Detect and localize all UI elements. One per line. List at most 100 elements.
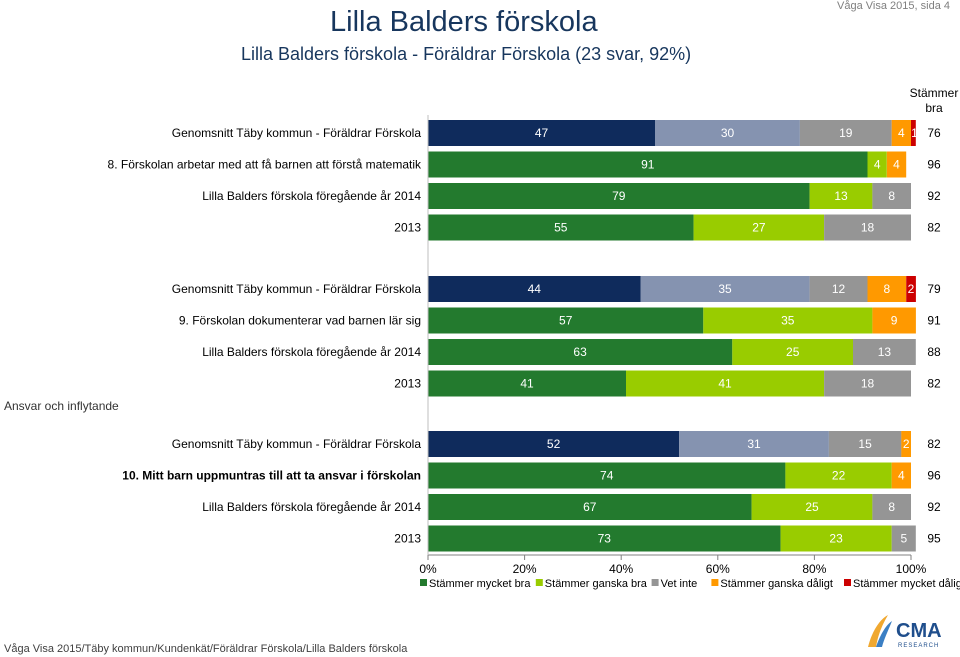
row-label: Lilla Balders förskola föregående år 201…: [202, 189, 421, 203]
stammer-bra-value: 79: [927, 282, 941, 296]
data-label: 9: [891, 314, 898, 328]
bar-segment-mycket-bra: [428, 339, 733, 365]
legend-label: Stämmer ganska bra: [545, 578, 648, 590]
data-label: 35: [781, 314, 795, 328]
x-tick-label: 60%: [706, 562, 730, 576]
legend-label: Vet inte: [661, 578, 698, 590]
data-label: 0: [916, 532, 923, 546]
data-label: 4: [898, 469, 905, 483]
legend-swatch: [711, 579, 719, 586]
data-label: 18: [861, 221, 875, 235]
data-label: 27: [752, 221, 766, 235]
data-label: 63: [573, 345, 587, 359]
data-label: 31: [747, 437, 761, 451]
bar-segment-ganska-bra: [626, 370, 824, 397]
data-label: 12: [832, 282, 846, 296]
bar-segment-vet-inte: [828, 431, 902, 457]
row-label: Lilla Balders förskola föregående år 201…: [202, 500, 421, 514]
bar-segment-vet-inte: [891, 525, 916, 552]
data-label: 0: [911, 221, 918, 235]
stammer-bra-value: 88: [927, 345, 941, 359]
bar-segment-ganska-bra: [732, 339, 854, 365]
bar-segment-mycket-bra: [428, 307, 704, 334]
row-label: 2013: [394, 532, 421, 546]
row-label: Genomsnitt Täby kommun - Föräldrar Försk…: [172, 126, 422, 140]
page-title: Lilla Balders förskola: [330, 6, 598, 38]
data-label: 0: [911, 377, 918, 391]
data-label: 0: [911, 469, 918, 483]
bar-segment-vet-inte: [799, 120, 892, 146]
stammer-bra-value: 76: [927, 126, 941, 140]
data-label: 41: [520, 377, 534, 391]
data-label: 67: [583, 500, 597, 514]
data-label: 0: [911, 221, 918, 235]
bar-segment-ganska-bra: [780, 525, 892, 552]
stammer-bra-header-2: bra: [925, 101, 943, 115]
data-label: 0: [911, 189, 918, 203]
bar-segment-mycket-daligt: [911, 120, 916, 146]
stammer-bra-value: 96: [927, 469, 941, 483]
bar-segment-ganska-daligt: [891, 120, 911, 146]
bar-segment-ganska-daligt: [867, 276, 907, 302]
bar-segment-mycket-bra: [428, 431, 680, 457]
stammer-bra-value: 82: [927, 221, 941, 235]
row-label: Lilla Balders förskola föregående år 201…: [202, 345, 421, 359]
bar-segment-vet-inte: [872, 494, 911, 520]
data-label: 0: [911, 500, 918, 514]
bar-segment-ganska-bra: [867, 151, 887, 178]
data-label: 0: [911, 377, 918, 391]
data-label: 5: [900, 532, 907, 546]
bar-segment-ganska-daligt: [891, 462, 911, 489]
data-label: 23: [829, 532, 843, 546]
bar-segment-vet-inte: [872, 183, 911, 209]
data-label: 0: [916, 314, 923, 328]
bar-segment-mycket-bra: [428, 214, 694, 241]
row-label: 2013: [394, 221, 421, 235]
data-label: 41: [718, 377, 732, 391]
bar-segment-mycket-daligt: [906, 276, 916, 302]
stammer-bra-value: 82: [927, 437, 941, 451]
data-label: 15: [858, 437, 872, 451]
data-label: 2: [908, 282, 915, 296]
stammer-bra-header: Stämmer: [910, 86, 959, 100]
data-label: 0: [916, 345, 923, 359]
data-label: 0: [911, 189, 918, 203]
data-label: 13: [878, 345, 892, 359]
stammer-bra-value: 92: [927, 189, 941, 203]
data-label: 44: [528, 282, 542, 296]
data-label: 55: [554, 221, 568, 235]
x-tick-label: 100%: [896, 562, 927, 576]
bar-segment-ganska-daligt: [886, 151, 907, 178]
bar-segment-vet-inte: [853, 339, 916, 365]
legend-label: Stämmer ganska dåligt: [720, 578, 833, 590]
bar-segment-mycket-bra: [428, 276, 641, 302]
data-label: 4: [874, 158, 881, 172]
legend-label: Stämmer mycket dåligt: [853, 578, 960, 590]
stammer-bra-value: 96: [927, 158, 941, 172]
x-tick-label: 40%: [609, 562, 633, 576]
bar-segment-ganska-bra: [679, 431, 829, 457]
data-label: 8: [888, 500, 895, 514]
legend-swatch: [651, 579, 659, 586]
data-label: 0: [906, 158, 913, 172]
row-label: 9. Förskolan dokumenterar vad barnen lär…: [179, 314, 421, 328]
data-label: 19: [839, 126, 853, 140]
bar-segment-mycket-bra: [428, 494, 752, 520]
stammer-bra-value: 91: [927, 314, 941, 328]
data-label: 1: [911, 126, 918, 140]
bar-segment-ganska-bra: [693, 214, 824, 241]
bar-segment-mycket-bra: [428, 462, 786, 489]
cma-logo-icon: CMA RESEARCH: [868, 615, 942, 649]
x-tick-label: 80%: [802, 562, 826, 576]
data-label: 52: [547, 437, 561, 451]
data-label: 79: [612, 189, 626, 203]
data-label: 13: [834, 189, 848, 203]
bar-segment-ganska-bra: [703, 307, 873, 334]
data-label: 47: [535, 126, 549, 140]
x-tick-label: 0%: [419, 562, 437, 576]
logo-subtext: RESEARCH: [898, 643, 939, 649]
page-subtitle: Lilla Balders förskola - Föräldrar Försk…: [241, 44, 692, 64]
bar-segment-ganska-daligt: [872, 307, 916, 334]
row-label: 2013: [394, 377, 421, 391]
stammer-bra-value: 92: [927, 500, 941, 514]
